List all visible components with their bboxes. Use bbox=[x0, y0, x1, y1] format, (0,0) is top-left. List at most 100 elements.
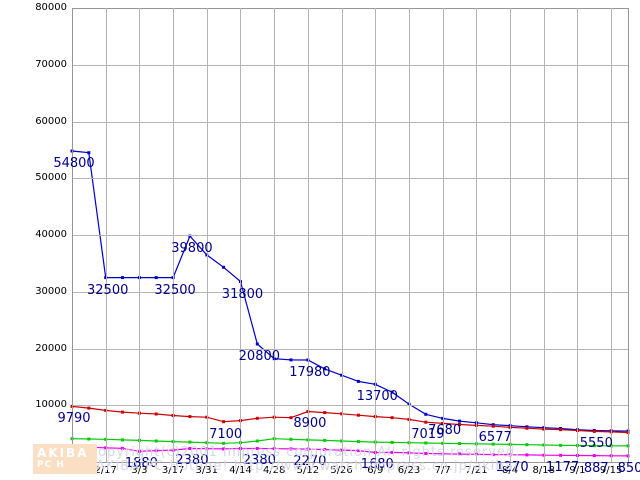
data-point-red bbox=[356, 413, 360, 417]
data-point-red bbox=[154, 412, 158, 416]
data-point-green bbox=[121, 438, 124, 442]
series-line-magenta bbox=[71, 446, 629, 457]
data-point-red bbox=[255, 416, 259, 420]
gridline-vertical bbox=[577, 8, 578, 462]
x-tick-label: 6/23 bbox=[397, 465, 421, 476]
data-label: 13700 bbox=[356, 389, 398, 405]
x-tick-label: 7/21 bbox=[465, 465, 488, 476]
series-line-blue bbox=[71, 150, 629, 432]
data-point-magenta bbox=[289, 447, 293, 451]
data-point-green bbox=[188, 440, 192, 444]
gridline-vertical bbox=[274, 8, 275, 462]
data-point-blue bbox=[356, 379, 360, 383]
data-label: 1177 bbox=[546, 460, 580, 476]
data-point-green bbox=[390, 440, 394, 444]
data-label: 6577 bbox=[478, 429, 512, 445]
data-point-green bbox=[222, 441, 226, 445]
data-point-green bbox=[525, 443, 529, 447]
axis-line-vertical bbox=[72, 8, 73, 462]
data-point-green bbox=[154, 439, 158, 443]
gridline-horizontal bbox=[72, 349, 628, 350]
data-label: 850 bbox=[617, 460, 640, 476]
x-tick-label: 4/28 bbox=[262, 465, 286, 476]
gridline-horizontal bbox=[72, 178, 628, 179]
data-label: 39800 bbox=[171, 241, 213, 257]
gridline-horizontal bbox=[72, 292, 628, 293]
gridline-vertical bbox=[611, 8, 612, 462]
gridline-vertical bbox=[240, 8, 241, 462]
data-point-magenta bbox=[255, 447, 259, 450]
gridline-horizontal bbox=[72, 462, 628, 463]
data-point-red bbox=[188, 415, 192, 419]
data-point-magenta bbox=[154, 449, 158, 453]
gridline-vertical bbox=[106, 8, 107, 462]
x-tick-label: 8/4 bbox=[502, 465, 519, 476]
data-point-red bbox=[205, 415, 209, 419]
data-point-blue bbox=[222, 265, 226, 269]
x-tick-label: 3/31 bbox=[195, 465, 219, 476]
data-point-red bbox=[289, 416, 293, 420]
data-point-blue bbox=[188, 234, 192, 238]
x-tick-label: 8/18 bbox=[532, 465, 555, 476]
y-tick-label: 30000 bbox=[35, 285, 67, 297]
data-label: 17980 bbox=[289, 364, 331, 380]
x-tick-label: 9/15 bbox=[599, 465, 623, 476]
data-point-red bbox=[104, 408, 108, 412]
gridline-vertical bbox=[510, 8, 511, 462]
data-point-blue bbox=[205, 253, 209, 257]
data-point-green bbox=[491, 442, 495, 446]
x-tick-label: 7/7 bbox=[434, 465, 451, 476]
data-point-magenta bbox=[306, 447, 310, 451]
gridline-vertical bbox=[544, 8, 545, 462]
data-point-red bbox=[458, 423, 461, 426]
data-point-green bbox=[255, 439, 259, 443]
data-point-green bbox=[340, 439, 344, 443]
data-point-blue bbox=[323, 367, 327, 371]
data-point-red bbox=[424, 420, 428, 424]
data-point-green bbox=[559, 443, 563, 447]
gridline-vertical bbox=[207, 8, 208, 462]
data-point-red bbox=[340, 412, 344, 416]
gridline-horizontal bbox=[72, 8, 628, 9]
data-point-magenta bbox=[458, 452, 461, 456]
gridline-vertical bbox=[443, 8, 444, 462]
data-label: 2270 bbox=[293, 454, 327, 470]
data-label: 8900 bbox=[293, 416, 327, 432]
data-point-green bbox=[87, 437, 91, 441]
data-label: 5550 bbox=[579, 435, 613, 451]
y-tick-label: 40000 bbox=[35, 229, 67, 240]
gridline-vertical bbox=[342, 8, 343, 462]
y-tick-label: 80000 bbox=[35, 2, 67, 13]
data-point-red bbox=[491, 424, 495, 428]
data-point-magenta bbox=[340, 448, 344, 452]
data-point-green bbox=[306, 438, 310, 442]
y-tick-label: 50000 bbox=[35, 172, 67, 184]
data-label: 7019 bbox=[411, 427, 445, 443]
data-label: 20800 bbox=[238, 348, 281, 364]
data-label: 32500 bbox=[154, 282, 196, 298]
data-point-blue bbox=[255, 342, 259, 346]
x-tick-label: 2/17 bbox=[94, 465, 117, 476]
data-label: 32500 bbox=[87, 282, 129, 298]
x-tick-label: 9/1 bbox=[569, 465, 586, 476]
data-label: 7680 bbox=[428, 423, 462, 439]
gridline-vertical bbox=[375, 8, 376, 462]
data-point-blue bbox=[121, 276, 124, 280]
x-tick-label: 5/12 bbox=[296, 465, 320, 476]
data-point-blue bbox=[441, 416, 445, 420]
x-tick-label: 3/3 bbox=[131, 465, 148, 476]
gridline-vertical bbox=[173, 8, 174, 462]
data-point-blue bbox=[154, 276, 158, 280]
data-point-green bbox=[458, 442, 461, 446]
y-tick-label: 60000 bbox=[35, 115, 67, 127]
data-point-magenta bbox=[121, 446, 124, 450]
data-point-green bbox=[323, 438, 327, 442]
data-point-magenta bbox=[592, 454, 596, 458]
data-label: 887 bbox=[583, 460, 609, 476]
data-point-red bbox=[542, 427, 546, 431]
data-point-green bbox=[356, 440, 360, 444]
data-point-magenta bbox=[323, 448, 327, 451]
gridline-horizontal bbox=[72, 122, 628, 123]
data-point-red bbox=[121, 410, 124, 414]
plot-area bbox=[70, 8, 630, 463]
